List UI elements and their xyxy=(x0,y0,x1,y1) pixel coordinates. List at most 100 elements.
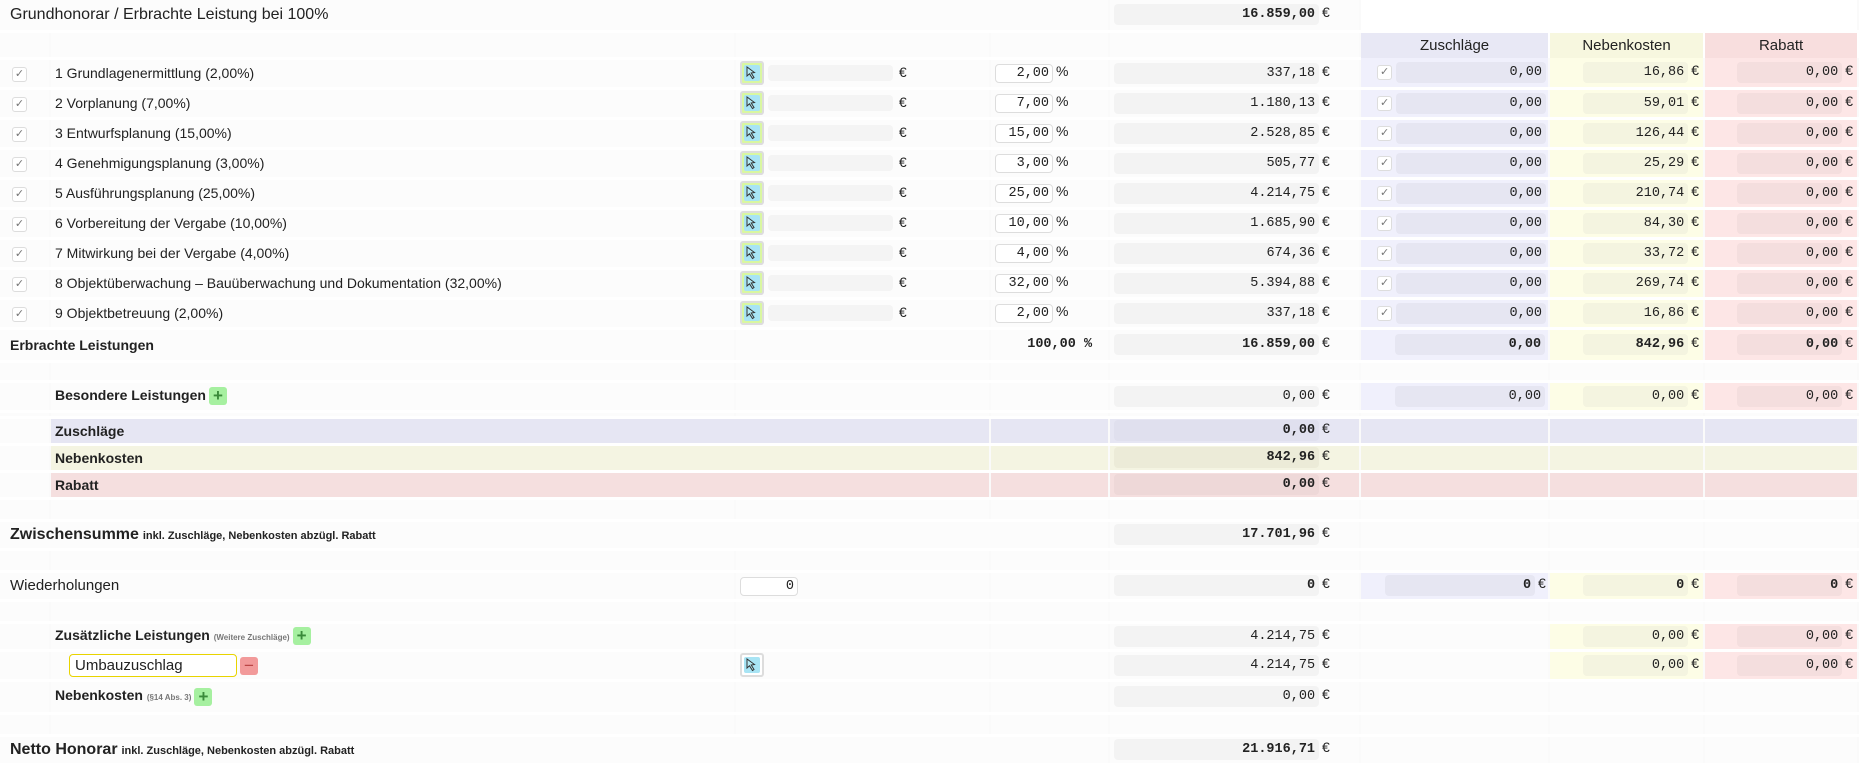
phase-euro-input[interactable] xyxy=(768,305,893,321)
table-cell xyxy=(0,713,50,735)
table-cell xyxy=(990,600,1109,622)
table-cell xyxy=(1360,417,1549,444)
amount-value: 0,00 xyxy=(1737,334,1842,355)
phase-rabatt: 0,00€ xyxy=(1704,88,1858,118)
pointer-icon[interactable] xyxy=(740,271,764,295)
phase-euro-input[interactable] xyxy=(768,245,893,261)
phase-checkbox[interactable]: ✓ xyxy=(12,127,27,142)
phase-percent-input[interactable]: 15,00 xyxy=(995,124,1053,143)
phase-percent-input[interactable]: 10,00 xyxy=(995,214,1053,233)
amount-value: 0,00 xyxy=(1737,62,1842,83)
zuschlag-checkbox[interactable]: ✓ xyxy=(1377,306,1392,321)
amount-value: 0,00 xyxy=(1737,153,1842,174)
phase-checkbox[interactable]: ✓ xyxy=(12,247,27,262)
phase-rabatt: 0,00€ xyxy=(1704,238,1858,268)
pointer-icon[interactable] xyxy=(740,211,764,235)
phase-percent-input[interactable]: 4,00 xyxy=(995,244,1053,263)
table-cell xyxy=(1704,417,1858,444)
pointer-icon[interactable] xyxy=(740,91,764,115)
phase-euro-input[interactable] xyxy=(768,185,893,201)
phase-nebenkosten: 16,86€ xyxy=(1549,298,1704,328)
zuschlag-checkbox[interactable]: ✓ xyxy=(1377,276,1392,291)
table-cell: 0€ xyxy=(1109,571,1360,600)
text: Netto Honorar xyxy=(10,741,118,758)
phase-percent-input[interactable]: 3,00 xyxy=(995,154,1053,173)
amount-value: 674,36 xyxy=(1114,243,1319,264)
table-row: Netto Honorar inkl. Zuschläge, Nebenkost… xyxy=(0,735,1858,764)
percent-label: % xyxy=(1056,63,1068,79)
phase-percent-input[interactable]: 25,00 xyxy=(995,184,1053,203)
currency-label: € xyxy=(899,304,907,320)
text: inkl. Zuschläge, Nebenkosten abzügl. Rab… xyxy=(121,745,354,757)
zuschlag-checkbox[interactable]: ✓ xyxy=(1377,186,1392,201)
phase-checkbox[interactable]: ✓ xyxy=(12,217,27,232)
phase-euro-input[interactable] xyxy=(768,65,893,81)
zuschlag-checkbox[interactable]: ✓ xyxy=(1377,246,1392,261)
phase-checkbox[interactable]: ✓ xyxy=(12,97,27,112)
add-besondere-button[interactable]: + xyxy=(209,387,227,405)
table-cell: 4,00% xyxy=(990,238,1109,268)
zuschlag-checkbox[interactable]: ✓ xyxy=(1377,65,1392,80)
table-cell xyxy=(1360,520,1549,549)
table-cell xyxy=(990,650,1109,680)
phase-euro-input[interactable] xyxy=(768,275,893,291)
amount-value: 505,77 xyxy=(1114,153,1319,174)
table-row xyxy=(0,600,1858,622)
phase-euro-input[interactable] xyxy=(768,155,893,171)
currency-label: € xyxy=(899,244,907,260)
pointer-icon[interactable] xyxy=(740,653,764,677)
amount-value: 4.214,75 xyxy=(1114,626,1319,647)
currency-label: € xyxy=(1322,575,1330,591)
phase-checkbox[interactable]: ✓ xyxy=(12,157,27,172)
table-cell xyxy=(1549,680,1704,713)
phase-label: 5 Ausführungsplanung (25,00%) xyxy=(50,178,735,208)
phase-checkbox[interactable]: ✓ xyxy=(12,187,27,202)
wiederholungen-input[interactable]: 0 xyxy=(740,577,798,596)
umbau-input[interactable]: Umbauzuschlag xyxy=(69,654,237,677)
pointer-icon[interactable] xyxy=(740,301,764,325)
zuschlag-checkbox[interactable]: ✓ xyxy=(1377,126,1392,141)
currency-label: € xyxy=(1322,420,1330,436)
table-cell xyxy=(735,381,990,411)
phase-label: 1 Grundlagenermittlung (2,00%) xyxy=(50,58,735,88)
phase-percent-input[interactable]: 32,00 xyxy=(995,274,1053,293)
remove-umbau-button[interactable]: − xyxy=(240,657,258,675)
phase-label: 8 Objektüberwachung – Bauüberwachung und… xyxy=(50,268,735,298)
zuschlag-checkbox[interactable]: ✓ xyxy=(1377,96,1392,111)
phase-euro-input[interactable] xyxy=(768,125,893,141)
pointer-icon[interactable] xyxy=(740,121,764,145)
table-cell: ✓ 0,00€ xyxy=(1360,148,1549,178)
phase-checkbox[interactable]: ✓ xyxy=(12,277,27,292)
phase-checkbox[interactable]: ✓ xyxy=(12,307,27,322)
phase-euro-input[interactable] xyxy=(768,215,893,231)
percent-label: % xyxy=(1056,183,1068,199)
amount-value: 0,00 xyxy=(1737,386,1842,407)
table-cell xyxy=(0,381,50,411)
currency-label: € xyxy=(1691,62,1699,78)
amount-value: 0,00 xyxy=(1737,123,1842,144)
amount-value: 0 xyxy=(1385,575,1535,596)
phase-rabatt: 0,00€ xyxy=(1704,268,1858,298)
phase-percent-input[interactable]: 2,00 xyxy=(995,304,1053,323)
phase-euro-input[interactable] xyxy=(768,95,893,111)
zuschlag-checkbox[interactable]: ✓ xyxy=(1377,156,1392,171)
phase-checkbox[interactable]: ✓ xyxy=(12,67,27,82)
phase-percent-input[interactable]: 7,00 xyxy=(995,94,1053,113)
add-nebenkosten-button[interactable]: + xyxy=(194,688,212,706)
pointer-icon[interactable] xyxy=(740,61,764,85)
add-zusaetzlich-button[interactable]: + xyxy=(293,627,311,645)
table-cell xyxy=(735,622,990,650)
table-cell: 21.916,71€ xyxy=(1109,735,1360,764)
table-cell: 4.214,75€ xyxy=(1109,650,1360,680)
phase-rabatt: 0,00€ xyxy=(1704,298,1858,328)
pointer-icon[interactable] xyxy=(740,241,764,265)
table-cell xyxy=(1549,735,1704,764)
currency-label: € xyxy=(1322,303,1330,319)
pointer-icon[interactable] xyxy=(740,181,764,205)
phase-percent-input[interactable]: 2,00 xyxy=(995,64,1053,83)
pointer-icon[interactable] xyxy=(740,151,764,175)
currency-label: € xyxy=(1691,93,1699,109)
zuschlag-checkbox[interactable]: ✓ xyxy=(1377,216,1392,231)
amount-value: 59,01 xyxy=(1583,93,1688,114)
amount-value: 0,00 xyxy=(1737,93,1842,114)
